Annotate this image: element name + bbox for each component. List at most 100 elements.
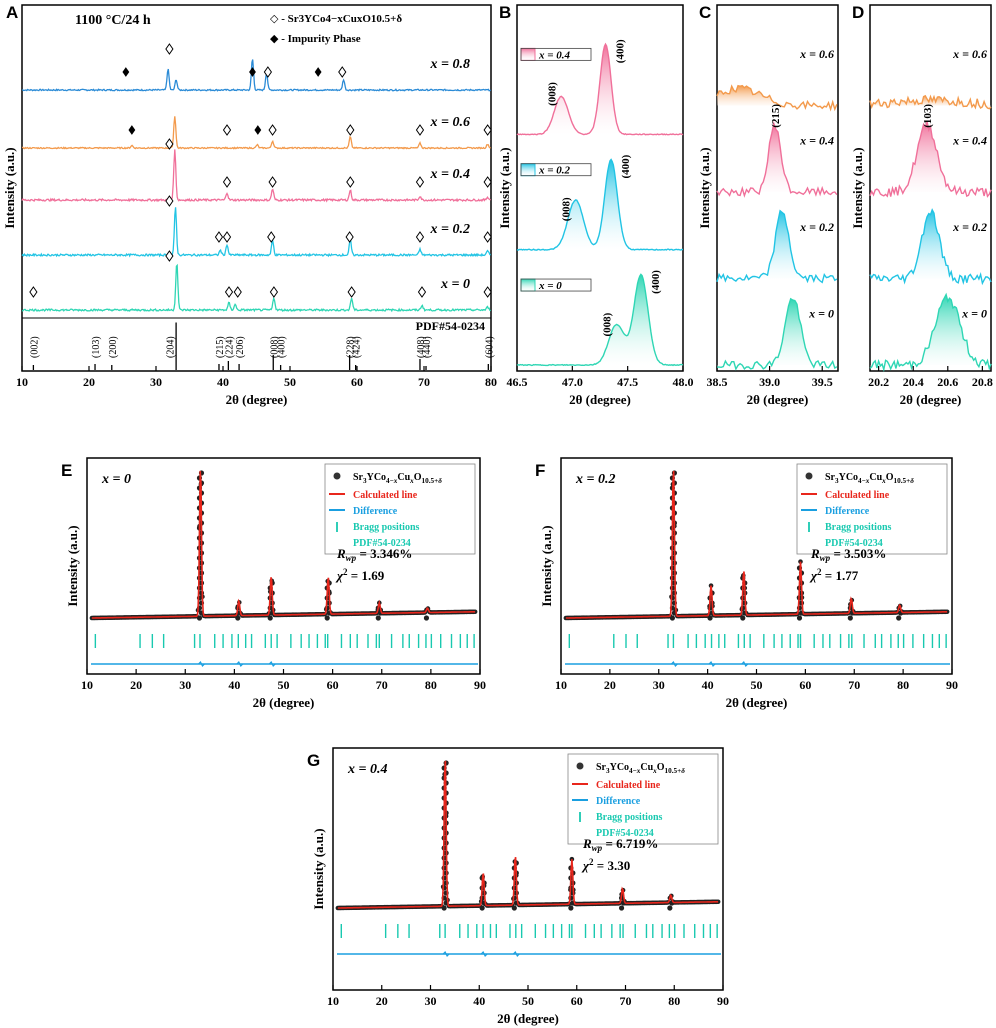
- formula-part: Cu: [397, 472, 410, 483]
- observed-point: [267, 615, 273, 621]
- panel-label: E: [61, 461, 72, 480]
- series-area: [870, 294, 991, 370]
- x-tick-label: 80: [425, 678, 437, 692]
- peak-label: (008): [546, 82, 558, 106]
- panel-e: E 10 20 30 40 50 60 70 80 90 2θ (degree) Intensity …: [61, 457, 486, 710]
- x-tick-label: 10: [327, 994, 339, 1008]
- observed-point: [324, 615, 330, 621]
- x-axis-label: 2θ (degree): [900, 392, 962, 407]
- x-tick-label: 40: [702, 678, 714, 692]
- panel-label: F: [535, 461, 545, 480]
- difference-wiggle: [708, 660, 716, 668]
- hkl-label: (008): [269, 336, 280, 358]
- phase-marker: [268, 176, 277, 188]
- observed-point: [443, 880, 449, 886]
- observed-point: [479, 905, 485, 911]
- formula-part: Sr: [353, 472, 364, 483]
- x-tick-label: 20: [376, 994, 388, 1008]
- difference-wiggle: [268, 660, 276, 668]
- formula-part: 4−: [386, 477, 394, 485]
- x-tick-label: 10: [81, 678, 93, 692]
- legend-pdf: PDF#54-0234: [596, 828, 654, 839]
- observed-point: [669, 615, 676, 621]
- series-label: x = 0.8: [430, 57, 470, 72]
- phase-marker: [222, 231, 232, 243]
- x-tick-label: 80: [485, 375, 497, 389]
- x-tick-label: 30: [653, 678, 665, 692]
- panel-label: C: [699, 3, 711, 22]
- panel-g: G 10 20 30 40 50 60 70 80 90 2θ (degree) Intensity …: [307, 747, 729, 1026]
- legend-calculated: Calculated line: [353, 490, 418, 501]
- formula-part: 3: [835, 477, 839, 485]
- formula-part: δ: [910, 477, 914, 485]
- panel-d: D 20.2 20.4 20.6 20.8 2θ (degree) Intensity (a…: [850, 3, 993, 407]
- legend-bragg: Bragg positions: [825, 522, 892, 533]
- difference-wiggle: [480, 950, 488, 958]
- observed-point: [944, 609, 950, 615]
- series-line: [716, 209, 838, 284]
- difference-wiggle: [442, 950, 450, 958]
- series-label: x = 0.4: [347, 762, 387, 777]
- phase-marker: [347, 286, 356, 298]
- series-line: [869, 94, 992, 110]
- panel-c: C 38.5 39.0 39.52θ (degree) Intensity (a.u.)…: [697, 3, 839, 407]
- series-line: [716, 120, 838, 198]
- legend-obs-marker: [333, 472, 341, 480]
- series-label: x = 0.2: [430, 222, 470, 237]
- pattern-04: [21, 149, 491, 203]
- x-tick-label: 70: [418, 375, 430, 389]
- phase-marker: [346, 176, 355, 188]
- x-tick-label: 39.5: [812, 375, 833, 389]
- legend-pdf: PDF#54-0234: [353, 538, 411, 549]
- formula-part: Cu: [869, 472, 882, 483]
- hkl-label: (440): [422, 336, 433, 358]
- observed-point: [196, 615, 203, 621]
- formula-part: Sr: [596, 762, 607, 773]
- series-label: x = 0.4: [799, 133, 834, 147]
- x-tick-label: 48.0: [673, 375, 694, 389]
- difference-wiggle: [670, 660, 678, 668]
- phase-marker: [165, 138, 174, 150]
- phase-marker: [338, 66, 347, 78]
- observed-point: [511, 905, 517, 911]
- y-axis-label: Intensity (a.u.): [497, 147, 512, 228]
- observed-point: [796, 615, 803, 621]
- phase-marker: [233, 286, 242, 298]
- phase-marker: [483, 124, 492, 136]
- observed-point: [375, 615, 381, 621]
- x-tick-label: 70: [848, 678, 860, 692]
- y-axis-label: Intensity (a.u.): [65, 525, 80, 606]
- series-line: [869, 121, 992, 198]
- x-tick-label: 50: [522, 994, 534, 1008]
- legend-box: [520, 163, 592, 177]
- legend-observed: Sr3YCo4−xCuxO10.5+δ: [596, 762, 685, 775]
- panel-label: G: [307, 751, 320, 770]
- hkl-label: (424): [352, 336, 363, 358]
- series-line: [716, 84, 838, 112]
- panel-title: 1100 °C/24 h: [75, 13, 151, 28]
- x-axis-label: 2θ (degree): [226, 392, 288, 407]
- x-tick-label: 30: [179, 678, 191, 692]
- observed-point: [235, 615, 241, 621]
- hkl-label: (604): [484, 336, 495, 358]
- series-label: x = 0.2: [538, 165, 571, 177]
- phase-marker: [415, 176, 425, 188]
- legend-box: [520, 278, 592, 292]
- series-label: x = 0.2: [952, 220, 987, 234]
- series-label: x = 0.4: [952, 133, 987, 147]
- phase-marker: [415, 231, 425, 243]
- x-tick-label: 70: [620, 994, 632, 1008]
- phase-marker: [415, 124, 425, 136]
- hkl-label: (200): [108, 336, 119, 358]
- x-axis-label: 2θ (degree): [747, 392, 809, 407]
- observed-point: [671, 590, 678, 596]
- plot-frame: [869, 4, 992, 372]
- rwp-number: 6.719%: [616, 836, 658, 851]
- x-tick-label: 80: [668, 994, 680, 1008]
- hkl-label: (228): [346, 336, 357, 358]
- legend-obs-marker: [576, 762, 584, 770]
- phase-marker: [268, 124, 277, 136]
- phase-marker: [267, 231, 276, 243]
- series-label: x = 0.6: [799, 47, 834, 61]
